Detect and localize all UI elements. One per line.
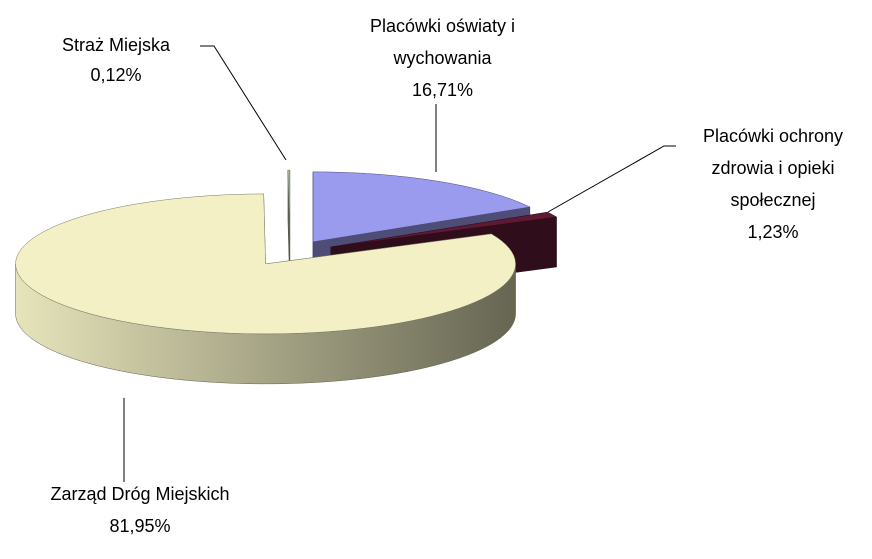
slice-label: Zarząd Dróg Miejskich 81,95% [45, 478, 235, 542]
value-label: 1,23% [747, 222, 799, 242]
value-label: 81,95% [109, 516, 171, 536]
category-label: Zarząd Dróg Miejskich [50, 484, 230, 504]
category-label: Placówki ochrony zdrowia i opieki społec… [702, 126, 844, 210]
value-label: 16,71% [411, 80, 474, 100]
pie-slice [330, 211, 558, 248]
pie-slice [312, 171, 531, 243]
value-label: 0,12% [90, 65, 142, 85]
slice-label: Straż Miejska 0,12% [30, 30, 202, 90]
slice-label: Placówki ochrony zdrowia i opieki społec… [678, 120, 868, 248]
category-label: Placówki oświaty i wychowania [369, 16, 516, 68]
leader-line [200, 45, 287, 161]
pie-slice [287, 169, 291, 241]
slice-label: Placówki oświaty i wychowania 16,71% [335, 10, 550, 106]
category-label: Straż Miejska [61, 35, 171, 55]
pie-slice [15, 193, 516, 335]
leader-line [547, 145, 676, 213]
